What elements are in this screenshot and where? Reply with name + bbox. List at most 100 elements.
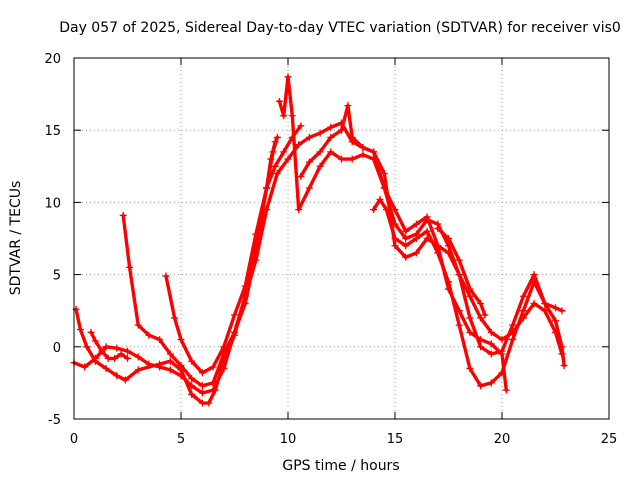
x-axis-label: GPS time / hours [282,458,399,474]
plot-frame [73,57,610,420]
y-tick-label: 20 [44,52,61,67]
data-point [91,337,99,345]
data-point [188,390,196,398]
data-point [541,299,549,307]
data-point [156,360,164,368]
data-point [455,256,463,264]
data-point [402,235,410,242]
data-point [466,328,474,336]
data-point [487,350,495,358]
data-point [477,314,485,322]
y-tick-label: 0 [53,341,61,356]
data-point [391,235,399,242]
data-point [198,399,206,407]
data-point [284,73,292,81]
data-point [162,272,170,280]
data-point [509,321,517,329]
data-point [166,357,174,365]
data-point [171,314,179,322]
series-group [434,224,489,319]
data-point [271,138,279,146]
tick-labels: 0 5 10 15 20 25 -5 0 5 10 15 20 [44,52,617,447]
data-point [466,364,474,372]
data-point [188,357,196,365]
x-tick-label: 20 [494,432,511,447]
data-point [445,278,452,286]
data-point [305,133,313,141]
data-point [477,382,485,390]
data-point [558,343,566,351]
data-point [102,364,110,372]
data-point [177,336,185,344]
data-point [297,122,305,130]
data-point [117,350,125,358]
y-tick-label: 5 [53,269,61,284]
data-point [423,227,431,235]
data-point [81,363,89,371]
data-point [316,162,324,170]
data-point [498,336,506,344]
data-point [284,155,292,163]
data-point [487,340,495,348]
data-point [273,170,281,178]
data-point [552,317,559,325]
data-point [402,253,410,261]
data-point [509,336,517,344]
data-point [348,133,356,141]
data-point [241,282,249,290]
data-point [327,148,335,156]
data-point [252,230,260,238]
data-point [327,123,335,131]
data-point [119,211,127,219]
x-tick-label: 10 [280,432,297,447]
data-point [552,304,559,312]
data-point [481,311,489,319]
data-point [83,343,91,351]
series-group [87,328,131,362]
data-point [134,353,142,361]
data-point [241,299,249,307]
data-point [166,366,174,374]
data-point [126,263,134,271]
data-point [455,321,463,329]
x-tick-label: 25 [601,432,618,447]
data-point [412,235,420,242]
data-point [134,366,142,374]
data-point [382,206,390,214]
data-series [70,73,568,407]
data-point [271,162,279,170]
data-point [124,347,131,355]
data-point [477,299,485,307]
series-group [70,119,566,397]
y-tick-label: 15 [44,124,61,139]
data-point [280,148,288,156]
data-point [519,307,527,315]
data-point [338,126,345,134]
series-line [436,226,487,317]
data-point [209,379,217,387]
data-point [455,271,463,279]
data-point [111,354,119,362]
data-point [87,328,95,336]
data-point [275,97,283,105]
data-point [530,271,538,279]
data-point [541,307,549,315]
y-tick-label: 10 [44,196,61,211]
data-point [487,328,495,336]
data-point [205,399,213,407]
data-point [121,376,129,384]
data-point [263,184,271,192]
data-point [412,220,420,228]
x-tick-label: 15 [387,432,404,447]
data-point [402,227,410,235]
data-point [297,172,305,180]
data-point [359,144,367,152]
data-point [359,151,367,159]
data-point [134,321,142,329]
data-point [220,343,228,351]
data-point [530,299,538,307]
data-point [295,141,303,149]
data-point [391,206,399,214]
data-point [344,102,352,110]
x-tick-label: 5 [177,432,185,447]
